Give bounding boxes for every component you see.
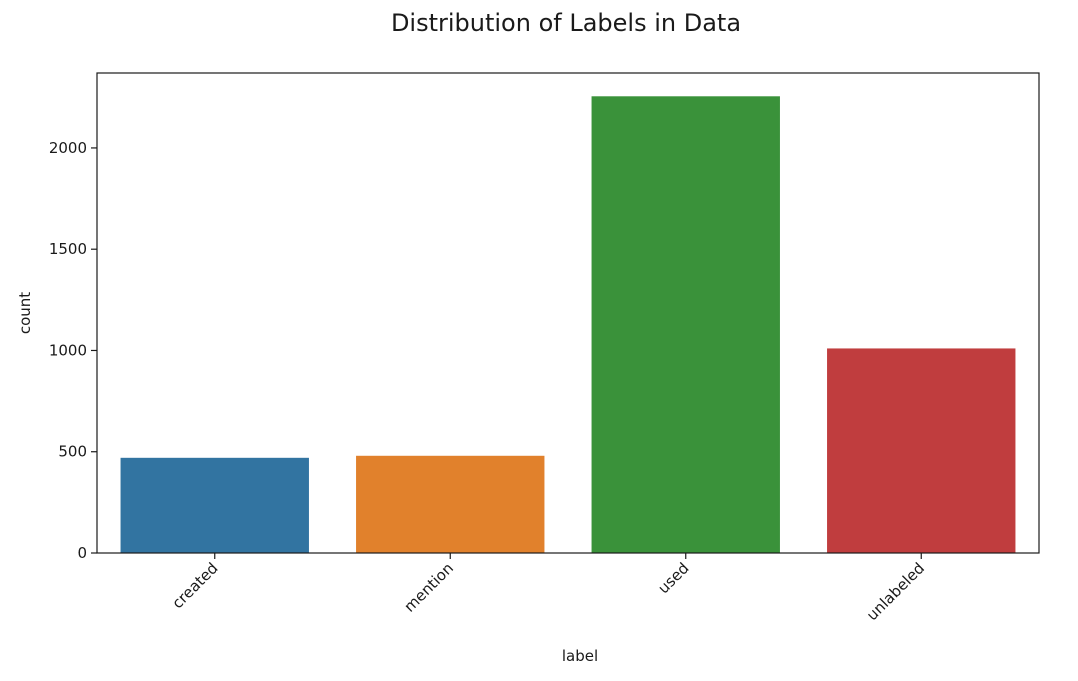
x-tick-label-used: used <box>654 559 692 597</box>
bar-created <box>120 457 309 553</box>
y-tick-label-2000: 2000 <box>49 139 87 157</box>
x-tick-label-unlabeled: unlabeled <box>863 559 928 624</box>
x-tick-label-created: created <box>168 559 221 612</box>
bars-layer <box>120 96 1016 553</box>
x-tick-label-mention: mention <box>400 559 457 616</box>
y-tick-label-1500: 1500 <box>49 240 87 258</box>
x-axis: created mention used unlabeled <box>168 553 928 624</box>
bar-unlabeled <box>827 348 1016 553</box>
bar-used <box>591 96 780 553</box>
x-axis-label: label <box>562 647 598 665</box>
y-tick-label-500: 500 <box>58 443 87 461</box>
bar-mention <box>356 455 545 553</box>
y-tick-label-0: 0 <box>77 544 87 562</box>
chart-title: Distribution of Labels in Data <box>391 9 741 37</box>
y-axis-label: count <box>16 292 34 334</box>
y-tick-label-1000: 1000 <box>49 341 87 359</box>
plot-area-frame <box>96 72 1040 554</box>
y-axis: 0 500 1000 1500 2000 <box>49 139 97 562</box>
